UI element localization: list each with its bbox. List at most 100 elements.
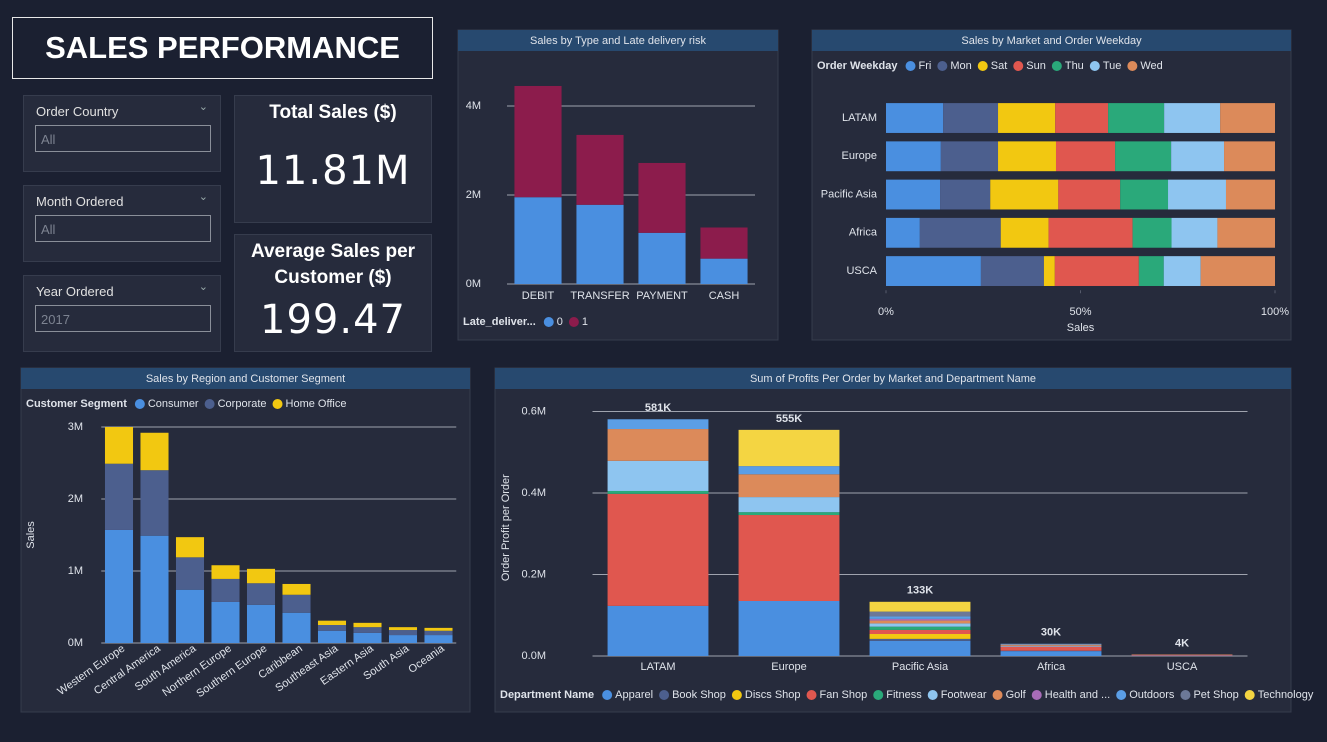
legend-label: Book Shop [672,689,726,701]
legend-label: 0 [557,316,563,328]
bar-segment [1058,179,1121,210]
bar-segment [1132,217,1172,248]
chart-title: Sales by Market and Order Weekday [961,35,1142,47]
legend-swatch [731,690,742,700]
dropdown[interactable]: All [35,215,211,242]
kpi-value: 11.81M [255,148,411,194]
bar-segment [424,635,453,643]
legend-label: Discs Shop [745,689,801,701]
dropdown[interactable]: All [35,125,211,152]
bar-segment [1000,646,1102,651]
bar-segment [869,638,971,641]
legend-swatch [1116,690,1127,700]
legend-label: Footwear [941,689,987,701]
legend-swatch [977,61,988,71]
bar-segment [246,604,276,643]
bar-segment [1224,141,1275,172]
bar-segment [1000,645,1102,647]
bar-segment [700,227,748,259]
bar-segment [104,427,134,464]
legend-swatch [1031,690,1042,700]
bar-segment [317,630,347,643]
legend-label: Fri [919,60,932,72]
panel-header [812,30,1291,51]
bar-segment [1054,256,1139,286]
y-tick-label: 0.6M [522,405,546,417]
legend-swatch [134,399,145,409]
bar-segment [1138,256,1164,286]
x-tick-label: Africa [1037,661,1066,673]
legend-swatch [659,690,670,700]
bar-segment [514,85,562,198]
legend-label: Pet Shop [1193,689,1238,701]
y-tick-label: LATAM [842,112,877,124]
bar-segment [175,537,205,558]
chevron: ⌄ [198,281,208,293]
filter-label: Year Ordered [36,284,114,299]
legend-title: Customer Segment [26,398,127,410]
legend-label: Technology [1258,689,1314,701]
x-tick-label: USCA [1167,661,1198,673]
panel-header [458,30,778,51]
bar-segment [353,622,382,628]
bar-segment [1168,179,1226,210]
bar-segment [1055,141,1116,172]
legend-swatch [873,690,884,700]
x-axis-title: Sales [1067,322,1095,334]
bar-segment [638,232,686,284]
y-tick-label: 0.4M [522,487,546,499]
bar-segment [940,141,999,172]
bar-segment [869,623,971,627]
x-tick-label: 50% [1069,306,1091,318]
dropdown[interactable]: 2017 [35,305,211,332]
bar-segment [140,535,169,643]
legend-swatch [543,317,554,327]
legend-label: Wed [1140,60,1162,72]
chevron: ⌄ [198,191,208,203]
filter[interactable]: Month Ordered ⌄ All [23,185,221,262]
bar-segment [317,625,347,631]
x-tick-label: 0% [878,306,894,318]
legend-swatch [1089,61,1100,71]
bar-segment [869,618,971,621]
filter[interactable]: Order Country ⌄ All [23,95,221,172]
bar-segment [1115,141,1172,172]
bar-segment [1217,217,1275,248]
y-axis-title: Sales [25,521,37,549]
total-label: 581K [645,402,671,414]
legend-swatch [602,690,613,700]
bar-segment [607,605,709,656]
bar-segment [1200,256,1275,286]
y-tick-label: Europe [842,150,877,162]
legend-label: Outdoors [1129,689,1175,701]
bar-segment [886,217,920,248]
legend-label: Apparel [615,689,653,701]
bar-segment [317,620,347,625]
bar-segment [869,629,971,634]
legend-label: Tue [1103,60,1122,72]
bar-segment [1164,103,1221,133]
filter[interactable]: Year Ordered ⌄ 2017 [23,275,221,352]
bar-segment [140,432,169,471]
x-tick-label: 100% [1261,306,1289,318]
legend-swatch [806,690,817,700]
legend-label: 1 [582,316,588,328]
bar-segment [886,256,981,286]
legend-label: Thu [1065,60,1084,72]
legend-swatch [992,690,1003,700]
bar-segment [943,103,999,133]
bar-segment [1048,217,1133,248]
bar-segment [1043,256,1055,286]
bar-segment [738,515,840,601]
y-tick-label: 1M [68,565,83,577]
bar-segment [607,493,709,606]
legend-label: Mon [950,60,971,72]
bar-segment [1120,179,1169,210]
bar-segment [869,640,971,656]
y-tick-label: Africa [849,227,878,239]
bar-segment [246,568,276,584]
bar-segment [738,466,840,475]
legend-label: Consumer [148,398,199,410]
